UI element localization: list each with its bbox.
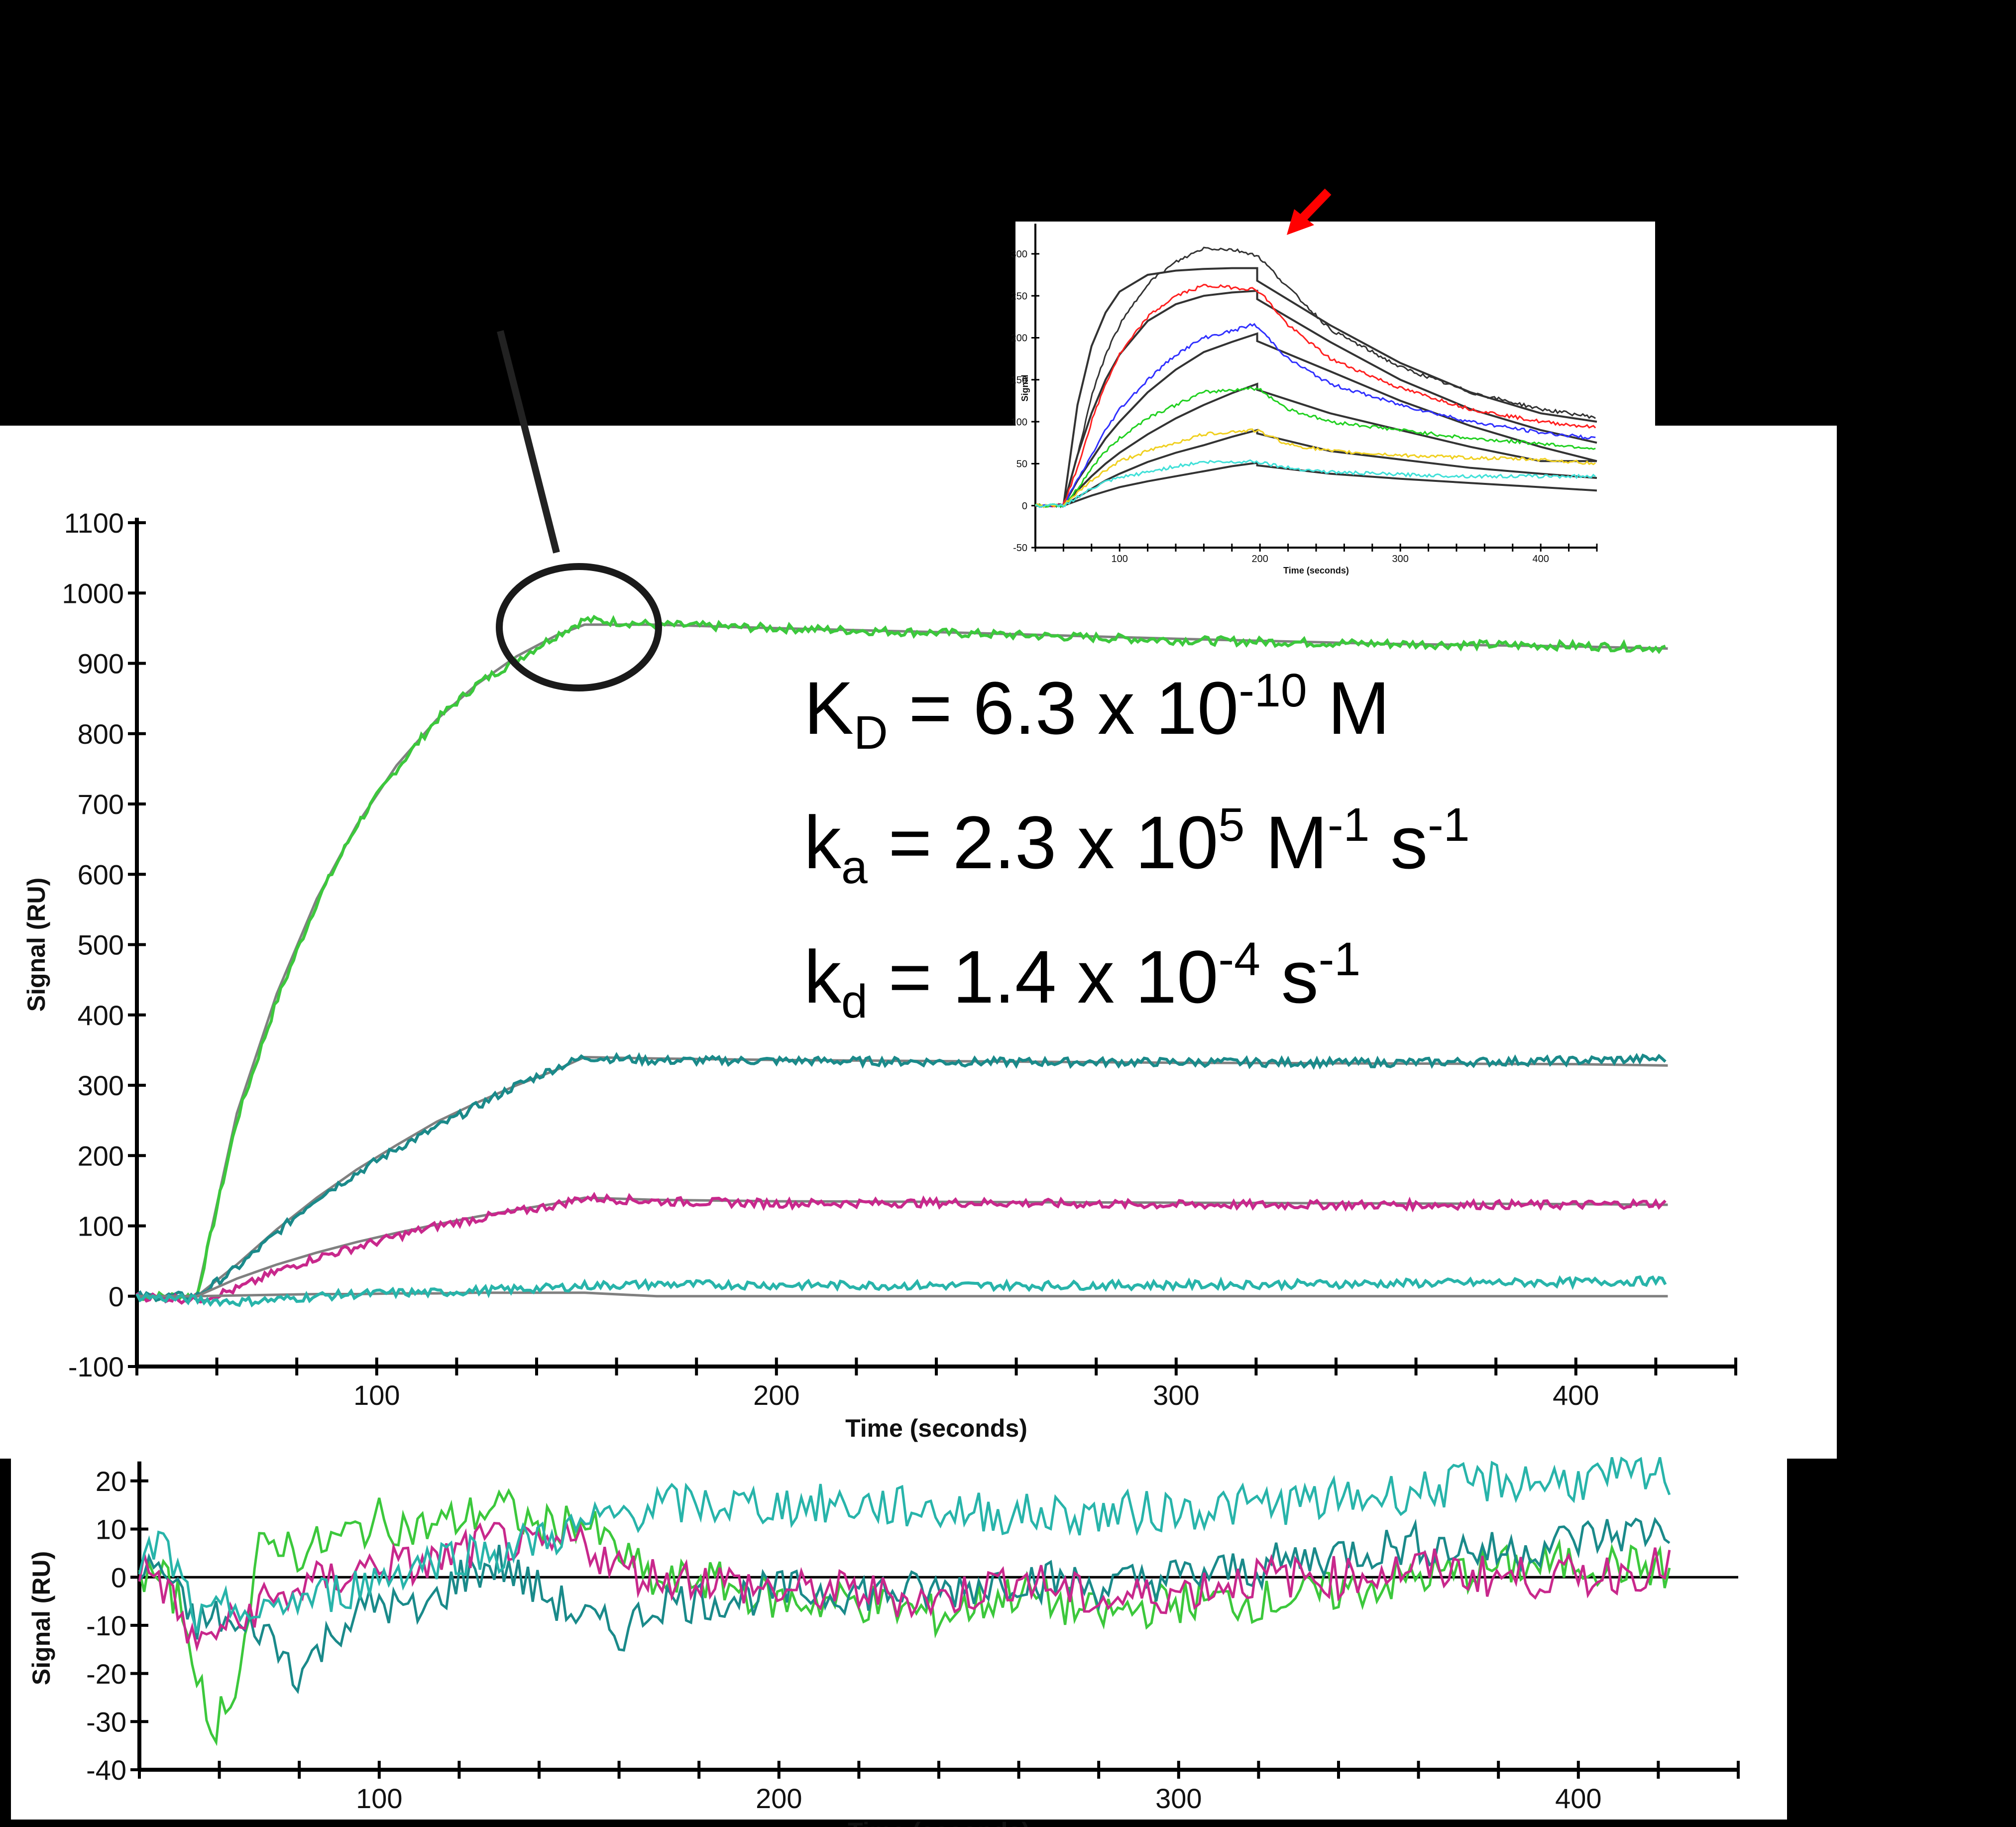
data-curve [1035, 284, 1596, 508]
data-curve [1035, 323, 1596, 508]
data-curve [1035, 459, 1596, 508]
y-tick-label: -40 [86, 1754, 126, 1786]
ka-unit-s: s [1369, 800, 1428, 884]
residual-curve [138, 1516, 1671, 1695]
residual-curve [138, 1488, 1671, 1746]
inset-plot-panel [1015, 222, 1655, 580]
y-tick-label: 500 [78, 929, 124, 961]
fit-curve [1035, 289, 1597, 507]
main-sensorgram-plot: -100 0 100 200 300 400 500 600 700 800 900 1000 1100… [22, 507, 1737, 1442]
ka-subscript: a [841, 841, 868, 894]
y-tick-label: 50 [1016, 459, 1027, 470]
kd-dissociation-row: kd = 1.4 x 10-4 s-1 [804, 936, 1470, 1070]
y-tick-label: 250 [1011, 291, 1027, 302]
callout-pointer-line [497, 330, 560, 554]
fit-curve [1035, 267, 1597, 507]
y-tick-label: 20 [96, 1466, 126, 1497]
x-tick-label: 400 [1553, 1379, 1599, 1411]
residual-plot: -40 -30 -20 -10 0 10 20 100 200 300 400 Time (secon… [27, 1456, 1740, 1827]
y-tick-label: -10 [86, 1610, 126, 1641]
y-tick-label: 0 [1022, 501, 1027, 512]
data-curve [136, 614, 1666, 1303]
y-tick-label: 300 [78, 1070, 124, 1101]
y-tick-label: 100 [78, 1211, 124, 1242]
data-curve [1034, 246, 1596, 508]
x-tick-label: 100 [1112, 554, 1128, 565]
x-tick-label: 200 [1252, 554, 1268, 565]
ka-exponent: 5 [1218, 799, 1245, 851]
y-tick-label: -100 [68, 1351, 124, 1382]
ka-row: ka = 2.3 x 105 M-1 s-1 [804, 801, 1470, 936]
data-curve [135, 1275, 1667, 1308]
residual-curve [138, 1522, 1671, 1652]
y-tick-label: 400 [78, 1000, 124, 1031]
kd-subscript: D [854, 706, 888, 759]
y-tick-label: -50 [1013, 543, 1027, 554]
kdis-value: = 1.4 x 10 [867, 935, 1219, 1019]
y-tick-label: -20 [86, 1658, 126, 1690]
kinetic-constants: KD = 6.3 x 10-10 M ka = 2.3 x 105 M-1 s-… [804, 667, 1470, 1070]
x-axis-title: Time (seconds) [845, 1414, 1027, 1442]
y-tick-label: 0 [111, 1562, 126, 1593]
kd-symbol: K [804, 666, 854, 750]
y-tick-label: 1100 [64, 507, 124, 539]
y-axis-title: Signal (RU) [22, 878, 50, 1012]
fit-curve [1035, 461, 1597, 507]
ka-value: = 2.3 x 10 [867, 800, 1219, 884]
x-tick-label: 400 [1555, 1783, 1601, 1814]
ka-symbol: k [804, 800, 841, 884]
callout-zoom-circle [496, 563, 662, 691]
y-tick-label: 0 [109, 1281, 124, 1312]
x-tick-label: 200 [756, 1783, 802, 1814]
fit-curve [1035, 382, 1597, 507]
data-curve [1034, 386, 1596, 508]
y-axis-title: Signal (RU) [27, 1551, 55, 1685]
red-arrow-icon [1287, 188, 1332, 235]
fit-curve [137, 1055, 1668, 1298]
y-tick-label: 600 [78, 859, 124, 890]
kdis-symbol: k [804, 935, 841, 1019]
data-curve [135, 1191, 1667, 1305]
data-curve [136, 1052, 1667, 1302]
y-tick-label: 700 [78, 789, 124, 820]
ka-unit-m: M [1244, 800, 1328, 884]
y-tick-label: -30 [86, 1706, 126, 1737]
kd-unit: M [1307, 666, 1390, 750]
x-tick-label: 100 [353, 1379, 400, 1411]
x-axis-title: Time (seconds) [1283, 566, 1349, 575]
kdis-exponent: -4 [1218, 933, 1260, 986]
x-tick-label: 300 [1155, 1783, 1202, 1814]
x-tick-label: 300 [1392, 554, 1409, 565]
data-curve [1035, 428, 1596, 509]
x-tick-label: 300 [1153, 1379, 1199, 1411]
y-axis-title: Signal [1020, 375, 1030, 402]
fit-curve [1035, 332, 1597, 507]
x-tick-label: 200 [753, 1379, 799, 1411]
y-tick-label: 900 [78, 648, 124, 680]
x-tick-label: 100 [356, 1783, 402, 1814]
kd-equilibrium-row: KD = 6.3 x 10-10 M [804, 667, 1470, 801]
ka-unit-s-exp: -1 [1428, 799, 1470, 851]
y-tick-label: 300 [1011, 249, 1027, 260]
inset-sensorgram-plot: -50 0 50 100 150 200 250 300 100 200 300 400 Time (s… [1011, 224, 1598, 575]
kd-exponent: -10 [1238, 664, 1307, 717]
y-tick-label: 200 [1011, 333, 1027, 344]
kd-value: = 6.3 x 10 [888, 666, 1239, 750]
y-tick-label: 800 [78, 718, 124, 750]
residual-plot-panel [11, 1456, 1787, 1820]
kdis-subscript: d [841, 975, 868, 1028]
y-tick-label: 1000 [62, 577, 124, 609]
x-tick-label: 400 [1533, 554, 1549, 565]
y-tick-label: 200 [78, 1140, 124, 1171]
kdis-unit: s [1260, 935, 1319, 1019]
residual-curve [138, 1456, 1671, 1633]
x-axis-title: Time (seconds) [848, 1818, 1030, 1827]
y-tick-label: 150 [1011, 375, 1027, 386]
fit-curve [137, 1291, 1668, 1298]
y-tick-label: 100 [1011, 417, 1027, 428]
kdis-unit-exp: -1 [1318, 933, 1361, 986]
y-tick-label: 10 [96, 1514, 126, 1545]
ka-unit-m-exp: -1 [1328, 799, 1370, 851]
